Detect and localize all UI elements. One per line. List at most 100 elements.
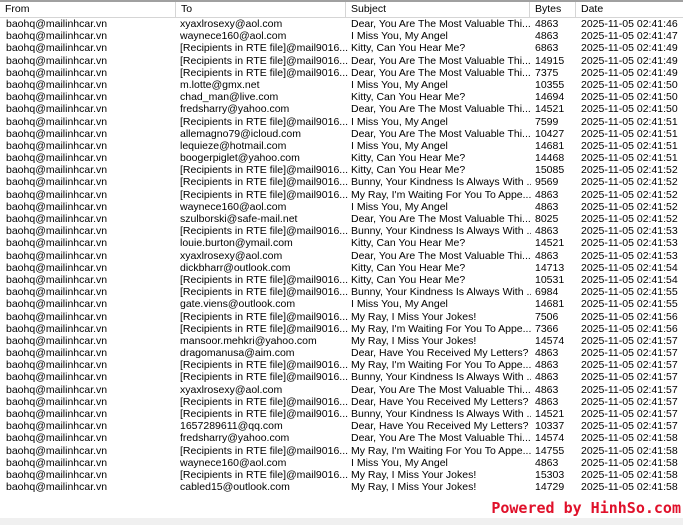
table-row[interactable]: baohq@mailinhcar.vn 1657289611@qq.com Dear…: [0, 420, 683, 432]
table-row[interactable]: baohq@mailinhcar.vn [Recipients in RTE fi…: [0, 274, 683, 286]
table-row[interactable]: baohq@mailinhcar.vn [Recipients in RTE fi…: [0, 42, 683, 54]
column-header-date[interactable]: Date: [581, 3, 604, 15]
table-row[interactable]: baohq@mailinhcar.vn chad_man@live.com Kitt…: [0, 91, 683, 103]
cell-subject: My Ray, I Miss Your Jokes!: [351, 481, 477, 494]
cell-subject: Kitty, Can You Hear Me?: [351, 164, 466, 177]
table-row[interactable]: baohq@mailinhcar.vn fredsharry@yahoo.com D…: [0, 432, 683, 444]
table-row[interactable]: baohq@mailinhcar.vn [Recipients in RTE fi…: [0, 469, 683, 481]
cell-date: 2025-11-05 02:41:52: [581, 176, 678, 189]
cell-from: baohq@mailinhcar.vn: [6, 456, 108, 469]
table-row[interactable]: baohq@mailinhcar.vn [Recipients in RTE fi…: [0, 176, 683, 188]
table-row[interactable]: baohq@mailinhcar.vn waynece160@aol.com I M…: [0, 457, 683, 469]
cell-subject: My Ray, I Miss Your Jokes!: [351, 468, 477, 481]
table-row[interactable]: baohq@mailinhcar.vn [Recipients in RTE fi…: [0, 359, 683, 371]
cell-date: 2025-11-05 02:41:58: [581, 481, 678, 494]
cell-bytes: 4863: [535, 371, 559, 384]
cell-from: baohq@mailinhcar.vn: [6, 383, 108, 396]
cell-from: baohq@mailinhcar.vn: [6, 261, 108, 274]
column-header-subject[interactable]: Subject: [346, 2, 530, 17]
table-row[interactable]: baohq@mailinhcar.vn [Recipients in RTE fi…: [0, 286, 683, 298]
table-row[interactable]: baohq@mailinhcar.vn xyaxlrosexy@aol.com De…: [0, 384, 683, 396]
cell-from: baohq@mailinhcar.vn: [6, 18, 108, 30]
table-row[interactable]: baohq@mailinhcar.vn [Recipients in RTE fi…: [0, 408, 683, 420]
cell-date: 2025-11-05 02:41:57: [581, 359, 678, 372]
cell-date: 2025-11-05 02:41:47: [581, 30, 678, 43]
column-header-from[interactable]: From: [0, 2, 176, 17]
cell-bytes: 4863: [535, 456, 559, 469]
cell-to: [Recipients in RTE file]@mail9016...: [180, 310, 348, 323]
cell-bytes: 14729: [535, 481, 565, 494]
cell-date: 2025-11-05 02:41:54: [581, 273, 678, 286]
table-row[interactable]: baohq@mailinhcar.vn [Recipients in RTE fi…: [0, 116, 683, 128]
cell-date: 2025-11-05 02:41:57: [581, 408, 678, 420]
cell-from: baohq@mailinhcar.vn: [6, 249, 108, 262]
cell-date: 2025-11-05 02:41:57: [581, 334, 678, 347]
table-row[interactable]: baohq@mailinhcar.vn dragomanusa@aim.com De…: [0, 347, 683, 359]
cell-bytes: 4863: [535, 395, 559, 408]
table-row[interactable]: baohq@mailinhcar.vn [Recipients in RTE fi…: [0, 55, 683, 67]
table-row[interactable]: baohq@mailinhcar.vn [Recipients in RTE fi…: [0, 189, 683, 201]
cell-from: baohq@mailinhcar.vn: [6, 54, 108, 67]
cell-date: 2025-11-05 02:41:54: [581, 261, 678, 274]
table-row[interactable]: baohq@mailinhcar.vn waynece160@aol.com I M…: [0, 30, 683, 42]
table-row[interactable]: baohq@mailinhcar.vn m.lotte@gmx.net I Miss…: [0, 79, 683, 91]
cell-date: 2025-11-05 02:41:58: [581, 444, 678, 457]
cell-date: 2025-11-05 02:41:55: [581, 286, 678, 299]
cell-date: 2025-11-05 02:41:50: [581, 78, 678, 91]
table-row[interactable]: baohq@mailinhcar.vn szulborski@safe-mail.…: [0, 213, 683, 225]
table-row[interactable]: baohq@mailinhcar.vn [Recipients in RTE fi…: [0, 225, 683, 237]
cell-date: 2025-11-05 02:41:52: [581, 164, 678, 177]
table-row[interactable]: baohq@mailinhcar.vn fredsharry@yahoo.com D…: [0, 103, 683, 115]
table-row[interactable]: baohq@mailinhcar.vn [Recipients in RTE fi…: [0, 445, 683, 457]
table-row[interactable]: baohq@mailinhcar.vn [Recipients in RTE fi…: [0, 67, 683, 79]
table-row[interactable]: baohq@mailinhcar.vn waynece160@aol.com I M…: [0, 201, 683, 213]
cell-to: [Recipients in RTE file]@mail9016...: [180, 395, 348, 408]
horizontal-scrollbar[interactable]: [0, 518, 683, 525]
cell-date: 2025-11-05 02:41:51: [581, 127, 678, 140]
table-row[interactable]: baohq@mailinhcar.vn cabled15@outlook.com M…: [0, 481, 683, 493]
table-row[interactable]: baohq@mailinhcar.vn [Recipients in RTE fi…: [0, 396, 683, 408]
cell-to: cabled15@outlook.com: [180, 481, 290, 494]
table-row[interactable]: baohq@mailinhcar.vn boogerpiglet@yahoo.co…: [0, 152, 683, 164]
table-row[interactable]: baohq@mailinhcar.vn mansoor.mehkri@yahoo.…: [0, 335, 683, 347]
cell-to: allemagno79@icloud.com: [180, 127, 301, 140]
cell-to: [Recipients in RTE file]@mail9016...: [180, 371, 348, 384]
cell-bytes: 14574: [535, 334, 565, 347]
table-row[interactable]: baohq@mailinhcar.vn gate.viens@outlook.co…: [0, 298, 683, 310]
cell-to: [Recipients in RTE file]@mail9016...: [180, 322, 348, 335]
cell-from: baohq@mailinhcar.vn: [6, 273, 108, 286]
column-header-to[interactable]: To: [176, 2, 346, 17]
table-row[interactable]: baohq@mailinhcar.vn [Recipients in RTE fi…: [0, 311, 683, 323]
cell-to: xyaxlrosexy@aol.com: [180, 18, 283, 30]
watermark: Powered by HinhSo.com: [491, 499, 681, 517]
cell-date: 2025-11-05 02:41:56: [581, 322, 678, 335]
cell-date: 2025-11-05 02:41:49: [581, 66, 678, 79]
table-row[interactable]: baohq@mailinhcar.vn xyaxlrosexy@aol.com De…: [0, 250, 683, 262]
cell-date: 2025-11-05 02:41:57: [581, 395, 678, 408]
cell-to: gate.viens@outlook.com: [180, 298, 296, 311]
cell-to: [Recipients in RTE file]@mail9016...: [180, 225, 348, 238]
cell-subject: My Ray, I'm Waiting For You To Appe...: [351, 444, 531, 457]
table-header: From To Subject Bytes Date: [0, 2, 683, 18]
cell-to: [Recipients in RTE file]@mail9016...: [180, 164, 348, 177]
cell-date: 2025-11-05 02:41:52: [581, 213, 678, 225]
cell-from: baohq@mailinhcar.vn: [6, 432, 108, 445]
column-header-bytes[interactable]: Bytes: [530, 2, 576, 17]
table-row[interactable]: baohq@mailinhcar.vn allemagno79@icloud.co…: [0, 128, 683, 140]
top-border: [0, 0, 683, 2]
table-row[interactable]: baohq@mailinhcar.vn dickbharr@outlook.com…: [0, 262, 683, 274]
cell-bytes: 4863: [535, 359, 559, 372]
cell-subject: Dear, You Are The Most Valuable Thi...: [351, 18, 531, 30]
cell-bytes: 4863: [535, 30, 559, 43]
cell-bytes: 6863: [535, 42, 559, 55]
table-row[interactable]: baohq@mailinhcar.vn louie.burton@ymail.co…: [0, 237, 683, 249]
table-row[interactable]: baohq@mailinhcar.vn [Recipients in RTE fi…: [0, 323, 683, 335]
cell-to: [Recipients in RTE file]@mail9016...: [180, 408, 348, 420]
cell-to: dragomanusa@aim.com: [180, 347, 295, 360]
table-row[interactable]: baohq@mailinhcar.vn lequieze@hotmail.com I…: [0, 140, 683, 152]
cell-subject: Bunny, Your Kindness Is Always With ...: [351, 286, 531, 299]
table-row[interactable]: baohq@mailinhcar.vn [Recipients in RTE fi…: [0, 371, 683, 383]
table-row[interactable]: baohq@mailinhcar.vn xyaxlrosexy@aol.com De…: [0, 18, 683, 30]
cell-to: mansoor.mehkri@yahoo.com: [180, 334, 317, 347]
table-row[interactable]: baohq@mailinhcar.vn [Recipients in RTE fi…: [0, 164, 683, 176]
